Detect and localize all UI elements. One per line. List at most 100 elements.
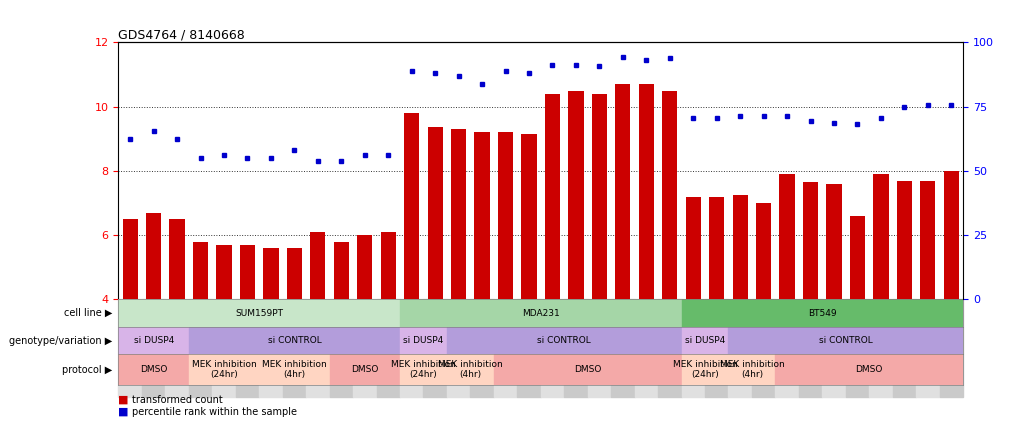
Bar [662,91,678,299]
Bar [521,134,537,299]
Bar [216,245,232,299]
Bar [166,299,188,397]
Text: cell line ▶: cell line ▶ [64,308,112,318]
Text: MDA231: MDA231 [522,309,559,318]
Bar [188,299,212,397]
Bar [611,299,634,397]
Bar [493,354,682,385]
Bar [377,299,400,397]
Bar [306,299,330,397]
Text: transformed count: transformed count [132,395,222,405]
Bar [118,299,400,327]
Bar [850,216,865,299]
Text: protocol ▶: protocol ▶ [62,365,112,375]
Bar [357,235,373,299]
Bar [286,248,302,299]
Text: si DUSP4: si DUSP4 [685,336,725,345]
Bar [639,84,654,299]
Bar [709,197,724,299]
Text: genotype/variation ▶: genotype/variation ▶ [9,336,112,346]
Bar [799,299,822,397]
Bar [615,84,630,299]
Bar [400,354,447,385]
Bar [447,299,471,397]
Text: DMSO: DMSO [856,365,883,374]
Bar [447,354,493,385]
Bar [260,354,330,385]
Text: GDS4764 / 8140668: GDS4764 / 8140668 [118,28,245,41]
Bar [400,299,423,397]
Bar [260,299,282,397]
Bar [776,299,799,397]
Bar [423,299,447,397]
Text: ■: ■ [118,407,129,417]
Text: si CONTROL: si CONTROL [268,336,321,345]
Bar [330,299,353,397]
Bar [728,327,963,354]
Bar [826,184,842,299]
Bar [893,299,916,397]
Bar [732,195,748,299]
Text: DMSO: DMSO [574,365,602,374]
Text: si CONTROL: si CONTROL [819,336,872,345]
Bar [939,299,963,397]
Bar [404,113,419,299]
Text: BT549: BT549 [808,309,836,318]
Bar [873,174,889,299]
Bar [193,242,208,299]
Bar [869,299,893,397]
Bar [240,245,255,299]
Text: DMSO: DMSO [140,365,167,374]
Bar [236,299,260,397]
Bar [545,94,560,299]
Bar [123,219,138,299]
Bar [780,174,795,299]
Bar [400,299,682,327]
Bar [188,327,400,354]
Bar [471,299,493,397]
Bar [381,232,396,299]
Bar [475,132,489,299]
Bar [682,299,705,397]
Bar [728,354,776,385]
Text: MEK inhibition
(4hr): MEK inhibition (4hr) [262,360,327,379]
Bar [497,132,513,299]
Text: DMSO: DMSO [351,365,378,374]
Bar [447,327,682,354]
Bar [146,213,162,299]
Text: MEK inhibition
(4hr): MEK inhibition (4hr) [438,360,503,379]
Bar [541,299,564,397]
Bar [142,299,166,397]
Bar [118,327,188,354]
Bar [353,299,377,397]
Text: MEK inhibition
(24hr): MEK inhibition (24hr) [673,360,737,379]
Bar [427,127,443,299]
Bar [334,242,349,299]
Bar [682,354,728,385]
Text: percentile rank within the sample: percentile rank within the sample [132,407,297,417]
Bar [118,354,188,385]
Text: MEK inhibition
(24hr): MEK inhibition (24hr) [192,360,256,379]
Bar [846,299,869,397]
Bar [400,327,447,354]
Bar [564,299,588,397]
Bar [282,299,306,397]
Text: MEK inhibition
(4hr): MEK inhibition (4hr) [720,360,784,379]
Bar [212,299,236,397]
Bar [803,182,818,299]
Bar [634,299,658,397]
Bar [822,299,846,397]
Bar [776,354,963,385]
Bar [451,129,467,299]
Bar [728,299,752,397]
Bar [705,299,728,397]
Bar [592,94,607,299]
Bar [897,181,912,299]
Bar [588,299,611,397]
Text: si CONTROL: si CONTROL [538,336,591,345]
Bar [686,197,700,299]
Bar [682,299,963,327]
Text: MEK inhibition
(24hr): MEK inhibition (24hr) [391,360,456,379]
Bar [170,219,184,299]
Bar [330,354,400,385]
